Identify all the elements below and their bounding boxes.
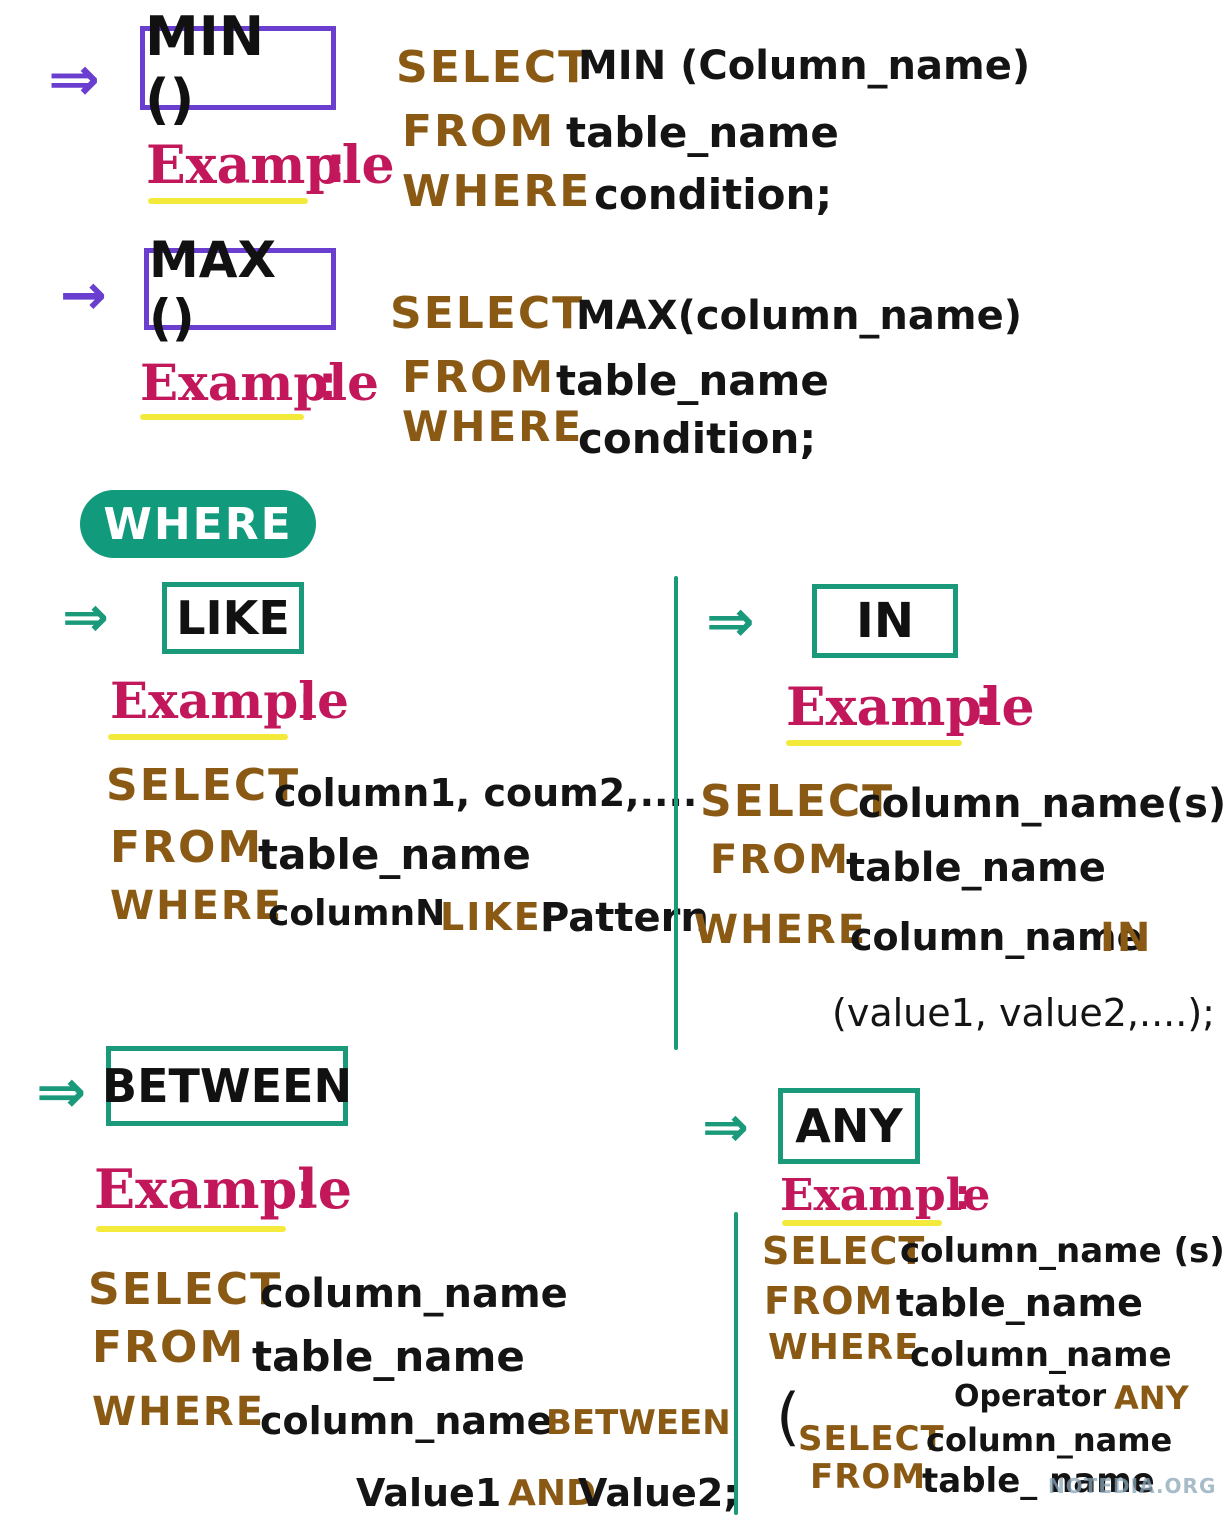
- like-like-keyword: LIKE: [440, 895, 542, 939]
- between-example-highlight: [96, 1226, 286, 1232]
- any-arrow-icon: ⇒: [702, 1095, 749, 1160]
- max-title-box: MAX (): [144, 231, 336, 347]
- between-example-colon: :: [296, 1164, 316, 1220]
- like-pattern: Pattern: [540, 895, 709, 941]
- max-where-keyword: WHERE: [402, 402, 584, 451]
- like-example-colon: :: [298, 676, 318, 732]
- any-select-keyword: SELECT: [762, 1229, 926, 1273]
- any-where-keyword: WHERE: [768, 1327, 920, 1368]
- min-select-expression: MIN (Column_name): [578, 43, 1031, 89]
- any-example-label: Example: [780, 1170, 991, 1221]
- between-select-expression: column_name: [260, 1271, 568, 1317]
- any-example-colon: :: [954, 1170, 971, 1219]
- in-where-keyword: WHERE: [694, 907, 868, 953]
- any-divider: [734, 1212, 738, 1515]
- in-title-box: IN: [812, 584, 958, 658]
- between-value2: Value2;: [578, 1471, 739, 1515]
- min-select-keyword: SELECT: [396, 42, 591, 93]
- any-sub-from-expression: table_ name: [922, 1461, 1155, 1501]
- max-example-label: Example: [140, 353, 379, 412]
- min-where-keyword: WHERE: [402, 166, 592, 217]
- in-select-expression: column_name(s): [858, 781, 1224, 827]
- like-title-box: LIKE: [162, 582, 304, 654]
- in-example-colon: :: [974, 680, 994, 736]
- between-and-keyword: AND: [508, 1473, 596, 1514]
- like-select-keyword: SELECT: [106, 760, 301, 811]
- in-example-label: Example: [786, 677, 1035, 738]
- min-from-expression: table_name: [566, 108, 839, 157]
- min-example-label: Example: [146, 135, 395, 196]
- between-from-keyword: FROM: [92, 1322, 246, 1373]
- max-example-colon: :: [318, 356, 338, 412]
- like-from-expression: table_name: [258, 830, 531, 879]
- min-example-colon: :: [326, 136, 346, 194]
- any-from-keyword: FROM: [764, 1279, 894, 1323]
- max-from-keyword: FROM: [402, 352, 556, 403]
- any-open-paren: (: [776, 1380, 801, 1453]
- in-example-highlight: [786, 740, 962, 746]
- in-select-keyword: SELECT: [700, 776, 895, 827]
- max-example-highlight: [140, 414, 304, 420]
- between-arrow-icon: ⇒: [36, 1057, 87, 1127]
- any-sub-from-keyword: FROM: [810, 1457, 927, 1497]
- like-select-expression: column1, coum2,....: [274, 771, 698, 815]
- any-where-expression: column_name: [910, 1335, 1172, 1375]
- where-badge: WHERE: [80, 490, 316, 558]
- like-example-label: Example: [110, 671, 349, 730]
- watermark: NOTEDIA.ORG: [1048, 1474, 1217, 1498]
- like-in-divider: [674, 576, 678, 1050]
- any-example-highlight: [782, 1220, 942, 1226]
- between-example-label: Example: [94, 1157, 353, 1221]
- min-from-keyword: FROM: [402, 106, 556, 157]
- in-from-keyword: FROM: [710, 837, 850, 883]
- min-arrow-icon: ⇒: [48, 42, 100, 115]
- max-select-keyword: SELECT: [390, 288, 585, 339]
- like-example-highlight: [108, 734, 288, 740]
- like-where-keyword: WHERE: [110, 883, 284, 929]
- between-from-expression: table_name: [252, 1332, 525, 1381]
- min-where-expression: condition;: [594, 170, 833, 219]
- min-example-highlight: [148, 198, 308, 204]
- in-values: (value1, value2,....);: [832, 991, 1215, 1035]
- any-from-expression: table_name: [896, 1281, 1143, 1325]
- any-select-expression: column_name (s): [900, 1231, 1224, 1271]
- any-any-keyword: ANY: [1114, 1379, 1189, 1417]
- like-where-expression: columnN: [268, 893, 446, 934]
- any-operator: Operator: [954, 1379, 1107, 1414]
- in-arrow-icon: ⇒: [706, 587, 755, 655]
- in-in-keyword: IN: [1100, 915, 1153, 961]
- between-where-expression: column_name: [260, 1399, 553, 1443]
- any-sub-select-expression: column_name: [926, 1421, 1173, 1459]
- max-where-expression: condition;: [578, 414, 817, 463]
- between-value1: Value1: [356, 1471, 502, 1515]
- between-where-keyword: WHERE: [92, 1389, 266, 1435]
- between-select-keyword: SELECT: [88, 1264, 283, 1315]
- between-title-box: BETWEEN: [102, 1046, 352, 1126]
- in-where-expression: column_name: [850, 915, 1143, 959]
- any-sub-select-keyword: SELECT: [798, 1419, 945, 1459]
- like-from-keyword: FROM: [110, 822, 264, 873]
- like-arrow-icon: ⇒: [62, 585, 109, 650]
- any-title-box: ANY: [778, 1088, 920, 1164]
- max-select-expression: MAX(column_name): [576, 293, 1022, 339]
- min-title-box: MIN (): [140, 5, 336, 131]
- max-from-expression: table_name: [556, 356, 829, 405]
- in-from-expression: table_name: [846, 845, 1106, 891]
- max-arrow-icon: →: [60, 263, 107, 328]
- between-between-keyword: BETWEEN: [546, 1403, 731, 1443]
